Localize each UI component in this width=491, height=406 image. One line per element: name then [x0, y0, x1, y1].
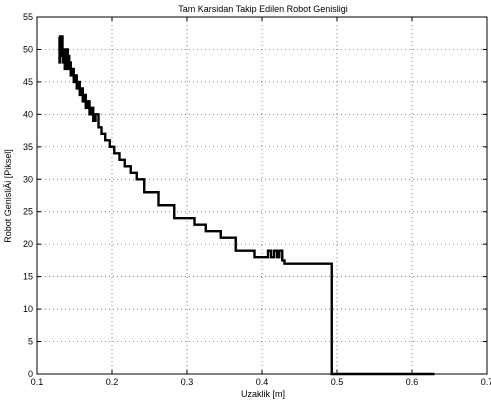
y-tick-label: 35 — [23, 142, 33, 152]
x-tick-labels: 0.1 0.2 0.3 0.4 0.5 0.6 0.7 — [31, 377, 491, 387]
y-axis-label: Robot GenisliÄi [Piksel] — [3, 149, 13, 243]
grid — [37, 17, 487, 374]
x-tick-label: 0.2 — [106, 377, 119, 387]
chart-title: Tam Karsidan Takip Edilen Robot Genislig… — [178, 4, 347, 14]
series-line — [58, 35, 435, 376]
x-axis-label: Uzaklik [m] — [241, 389, 285, 399]
y-tick-label: 15 — [23, 272, 33, 282]
y-tick-label: 5 — [28, 337, 33, 347]
x-tick-label: 0.6 — [406, 377, 419, 387]
tick-marks — [36, 16, 488, 375]
y-tick-label: 25 — [23, 207, 33, 217]
x-tick-label: 0.4 — [256, 377, 269, 387]
x-tick-label: 0.3 — [181, 377, 194, 387]
y-tick-label: 20 — [23, 239, 33, 249]
y-tick-label: 30 — [23, 174, 33, 184]
y-tick-label: 0 — [28, 369, 33, 379]
y-tick-label: 45 — [23, 77, 33, 87]
series-layer — [58, 35, 435, 376]
y-tick-label: 55 — [23, 12, 33, 22]
y-tick-labels: 0 5 10 15 20 25 30 35 40 45 50 55 — [23, 12, 33, 379]
y-tick-label: 10 — [23, 304, 33, 314]
x-tick-label: 0.5 — [331, 377, 344, 387]
x-tick-label: 0.1 — [31, 377, 44, 387]
y-tick-label: 50 — [23, 44, 33, 54]
y-tick-label: 40 — [23, 109, 33, 119]
x-tick-label: 0.7 — [481, 377, 491, 387]
